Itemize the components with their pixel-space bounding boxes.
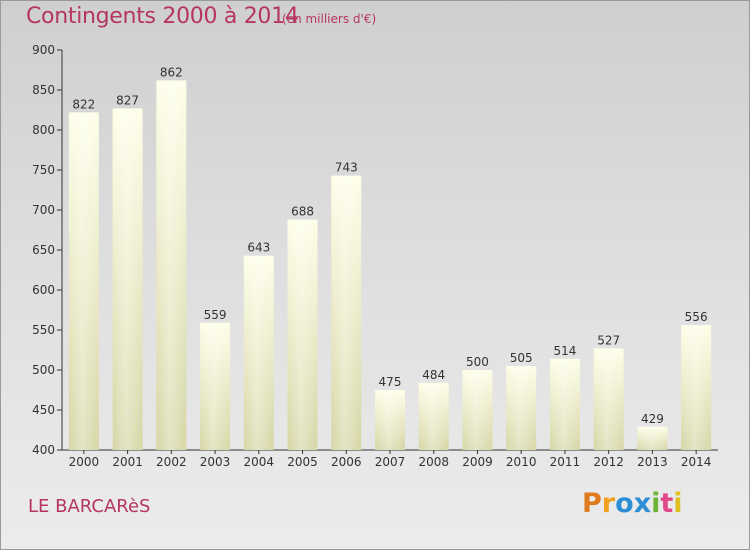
data-labels: 822 827 862 559 643 688 743 475 484 500 505 514 527 4… [72, 65, 707, 425]
data-label: 743 [335, 161, 358, 175]
x-tick-label: 2006 [331, 455, 362, 469]
y-tick-label: 600 [32, 283, 55, 297]
chart-subtitle: (en milliers d'€) [282, 12, 377, 26]
data-label: 484 [422, 368, 445, 382]
data-label: 429 [641, 412, 664, 426]
y-tick-label: 650 [32, 243, 55, 257]
y-tick-label: 850 [32, 83, 55, 97]
data-label: 505 [510, 351, 533, 365]
x-tick-label: 2014 [681, 455, 712, 469]
bar-highlight [331, 175, 362, 450]
proxiti-logo[interactable]: Proxiti [582, 488, 683, 519]
bar-highlight [287, 219, 318, 450]
x-tick-label: 2003 [200, 455, 231, 469]
bar-highlight [375, 390, 405, 450]
data-label: 643 [247, 241, 270, 255]
x-tick-label: 2008 [418, 455, 449, 469]
data-label: 514 [553, 344, 576, 358]
data-label: 527 [597, 333, 620, 347]
bar-highlight [462, 370, 493, 450]
bars [68, 80, 712, 451]
bar-highlight [681, 325, 712, 450]
data-label: 500 [466, 355, 489, 369]
chart-title: Contingents 2000 à 2014 [26, 4, 299, 29]
data-label: 559 [204, 308, 227, 322]
y-tick-label: 900 [32, 43, 55, 57]
x-tick-label: 2007 [375, 455, 406, 469]
x-tick-label: 2013 [637, 455, 668, 469]
x-tick-label: 2000 [69, 455, 100, 469]
bar-highlight [68, 112, 99, 451]
data-label: 688 [291, 205, 314, 219]
y-tick-label: 700 [32, 203, 55, 217]
bar-highlight [593, 348, 624, 450]
x-tick-label: 2009 [462, 455, 493, 469]
x-tick-label: 2010 [506, 455, 537, 469]
bar-highlight [506, 366, 537, 450]
x-tick-label: 2004 [244, 455, 275, 469]
bar-highlight [243, 255, 274, 450]
bar-highlight [112, 108, 143, 451]
x-tick-label: 2001 [112, 455, 143, 469]
data-label: 862 [160, 65, 183, 79]
y-tick-label: 500 [32, 363, 55, 377]
x-tick-label: 2002 [156, 455, 187, 469]
y-tick-label: 450 [32, 403, 55, 417]
y-tick-label: 800 [32, 123, 55, 137]
data-label: 822 [72, 97, 95, 111]
bar-highlight [418, 382, 449, 450]
data-label: 475 [379, 375, 402, 389]
bar-highlight [200, 322, 231, 450]
bar-highlight [637, 426, 668, 450]
y-tick-label: 550 [32, 323, 55, 337]
data-label: 827 [116, 93, 139, 107]
y-tick-label: 400 [32, 443, 55, 457]
y-tick-label: 750 [32, 163, 55, 177]
x-axis: 2000 2001 2002 2003 2004 2005 2006 2007 2008 2009… [62, 449, 718, 469]
town-name: LE BARCARèS [28, 496, 151, 517]
x-tick-label: 2011 [550, 455, 581, 469]
y-axis: 400 450 500 550 600 650 700 750 800 850 900 [32, 43, 63, 457]
bar-highlight [156, 80, 187, 451]
data-label: 556 [685, 310, 708, 324]
x-tick-label: 2012 [593, 455, 624, 469]
bar-highlight [549, 358, 580, 450]
x-tick-label: 2005 [287, 455, 318, 469]
